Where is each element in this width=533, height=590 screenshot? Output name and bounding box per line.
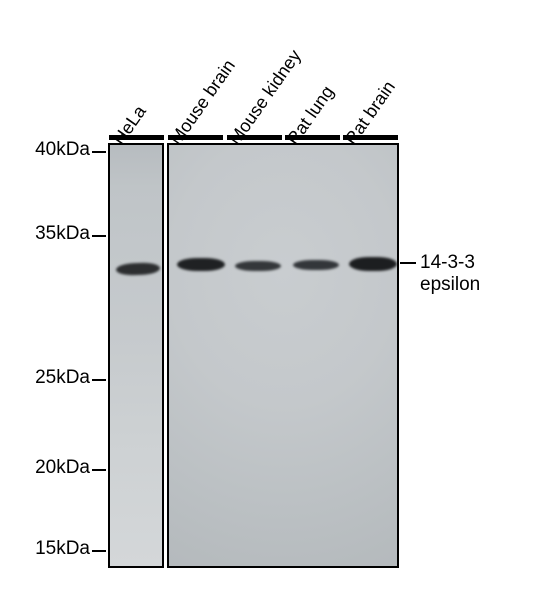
protein-tick bbox=[400, 262, 416, 264]
ladder-label: 40kDa bbox=[0, 139, 90, 161]
ladder-label: 15kDa bbox=[0, 538, 90, 560]
protein-band bbox=[235, 261, 281, 271]
protein-label: 14-3-3 epsilon bbox=[420, 252, 533, 296]
ladder-tick bbox=[92, 550, 106, 552]
blot-panel-hela bbox=[108, 143, 164, 568]
lane-label: HeLa bbox=[109, 102, 151, 149]
lane-underline bbox=[168, 135, 223, 140]
ladder-label: 35kDa bbox=[0, 223, 90, 245]
ladder-tick bbox=[92, 151, 106, 153]
ladder-tick bbox=[92, 379, 106, 381]
lane-underline bbox=[285, 135, 340, 140]
lane-underline bbox=[109, 135, 164, 140]
blot-background bbox=[169, 145, 397, 566]
ladder-tick bbox=[92, 469, 106, 471]
ladder-tick bbox=[92, 235, 106, 237]
ladder-label: 20kDa bbox=[0, 457, 90, 479]
blot-background bbox=[110, 145, 162, 566]
protein-band bbox=[293, 260, 339, 270]
protein-band bbox=[177, 258, 225, 271]
western-blot-figure: 40kDa 35kDa 25kDa 20kDa 15kDa HeLa Mouse… bbox=[0, 0, 533, 590]
lane-underline bbox=[227, 135, 282, 140]
lane-underline bbox=[343, 135, 398, 140]
ladder-label: 25kDa bbox=[0, 367, 90, 389]
blot-panel-multi bbox=[167, 143, 399, 568]
protein-band bbox=[349, 257, 397, 271]
